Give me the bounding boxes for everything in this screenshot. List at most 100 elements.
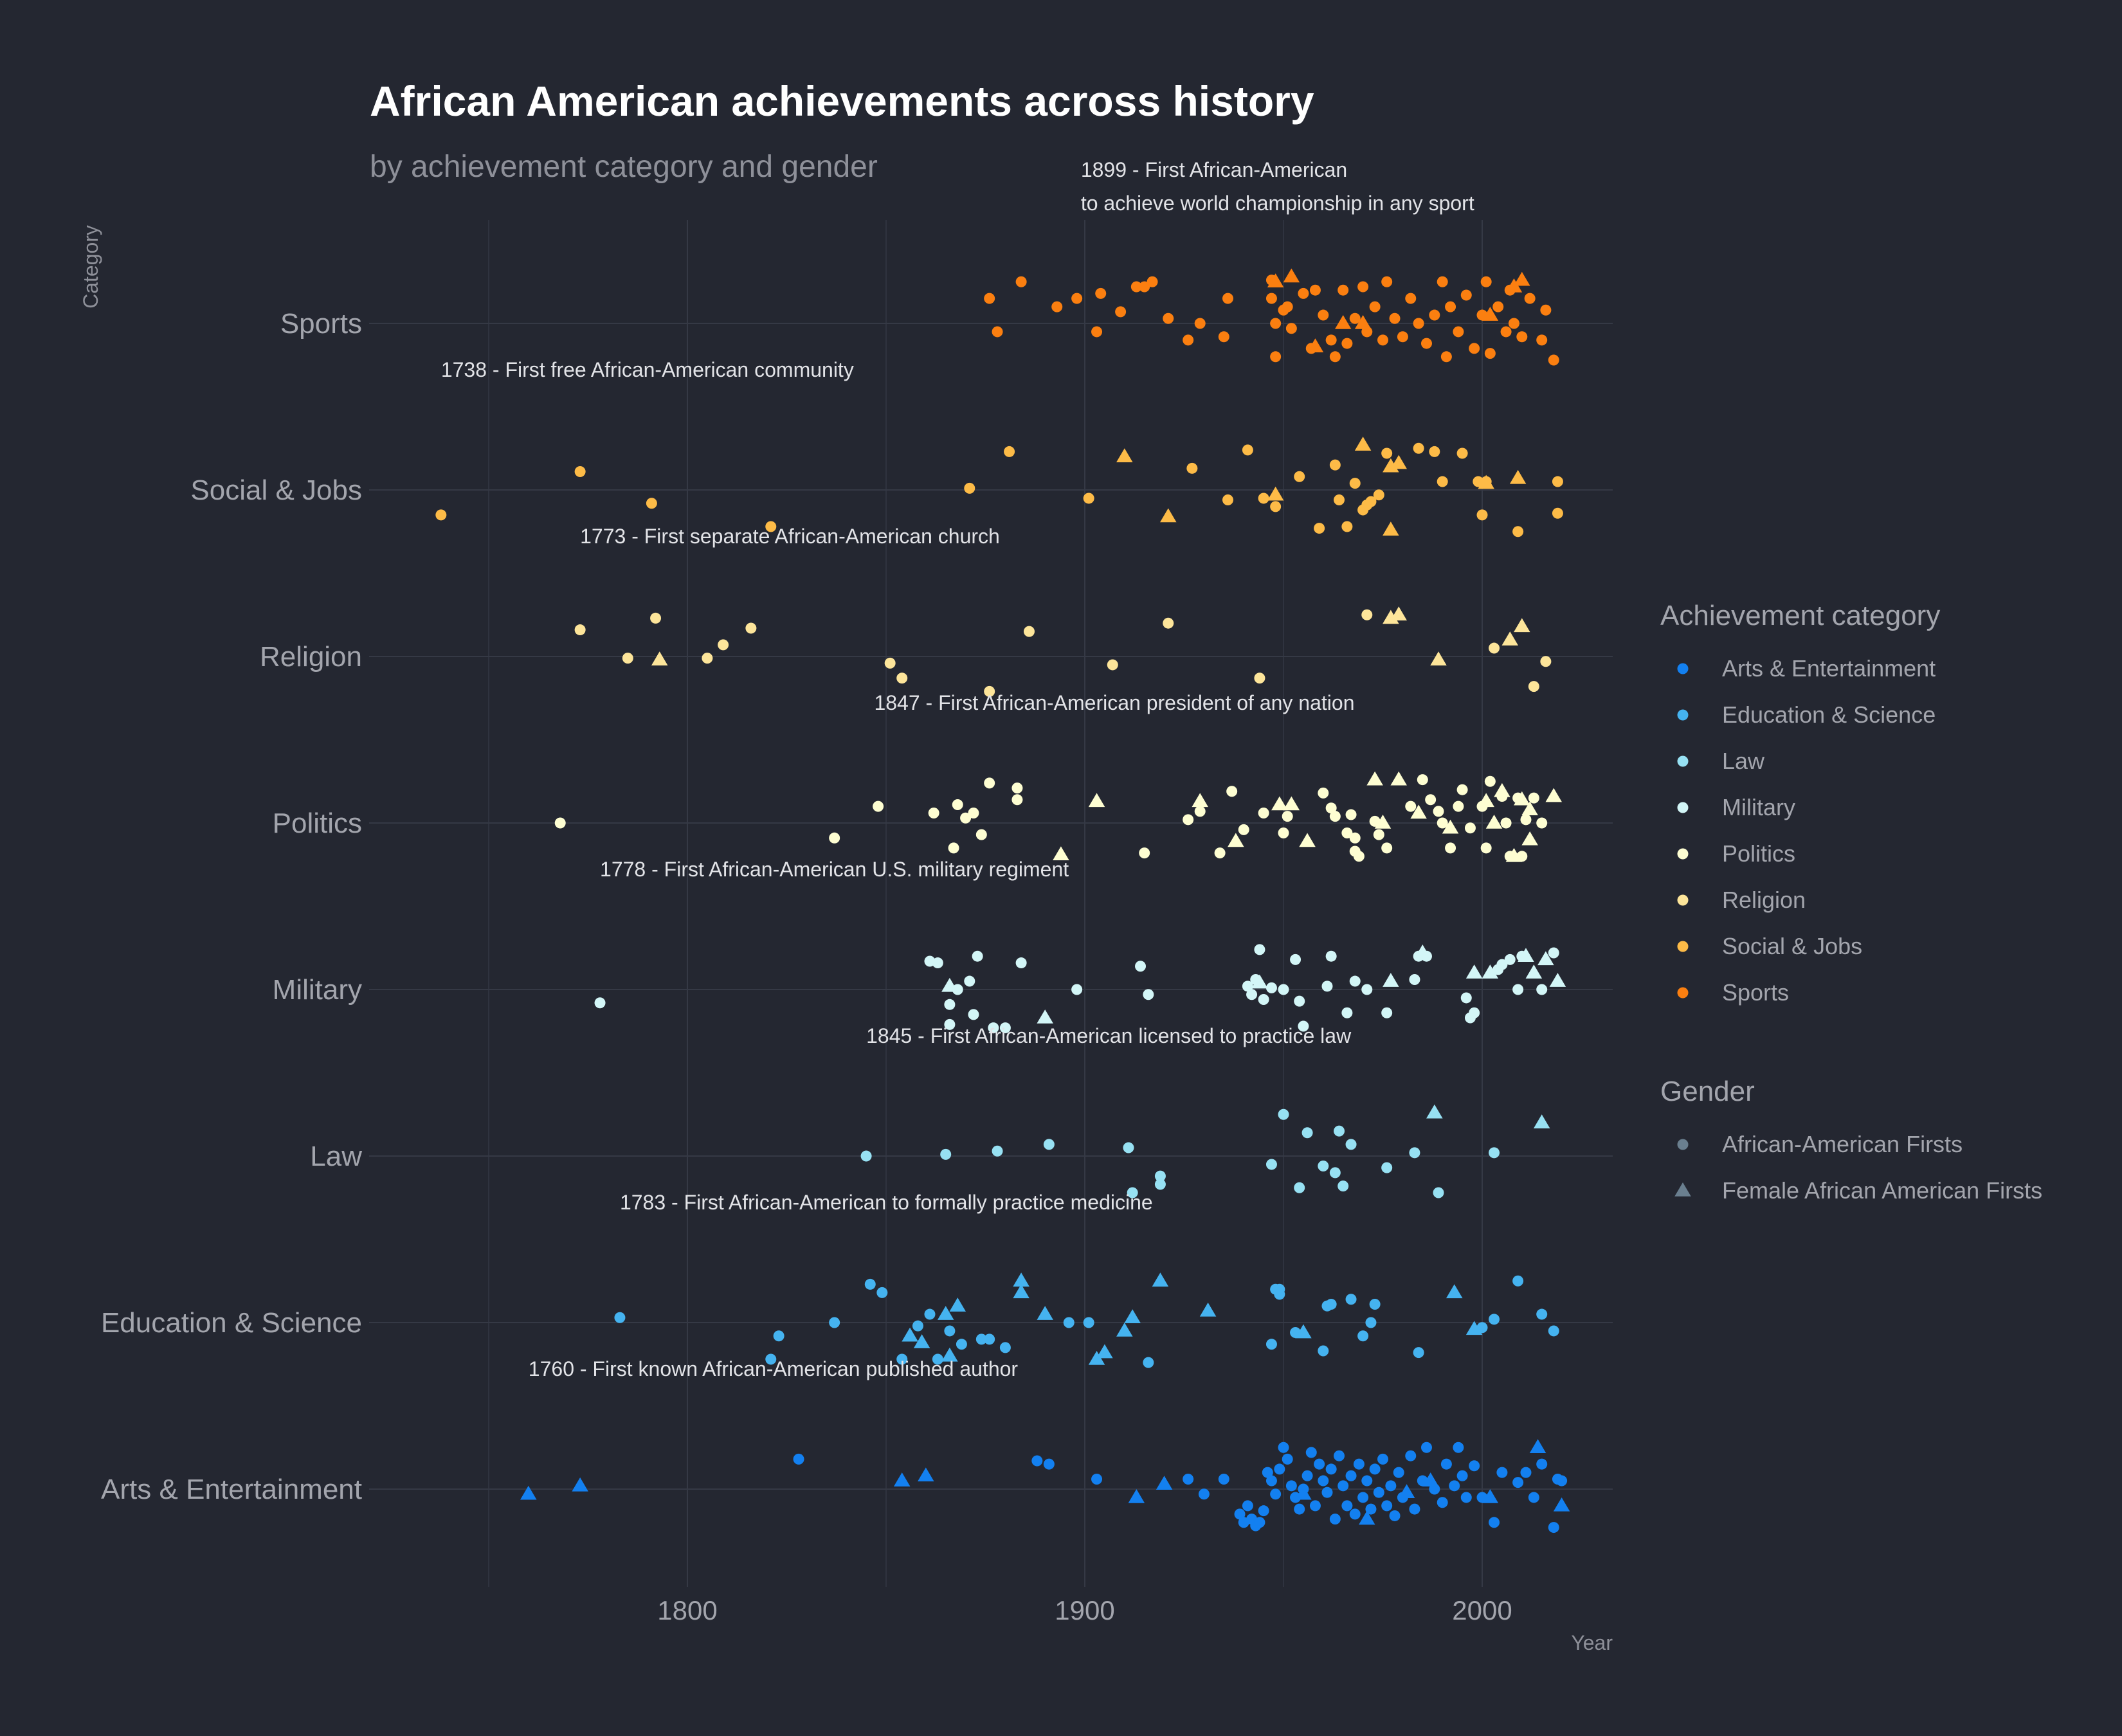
data-point-triangle	[1116, 1322, 1133, 1337]
data-point-circle	[1369, 1299, 1381, 1310]
data-point-circle	[1373, 489, 1384, 501]
data-point-circle	[956, 1339, 967, 1350]
data-point-circle	[1405, 1450, 1417, 1461]
data-point-circle	[1325, 1299, 1337, 1310]
data-point-circle	[975, 1334, 987, 1345]
data-point-triangle	[941, 1347, 958, 1362]
data-point-circle	[1139, 847, 1150, 859]
data-point-circle	[1270, 351, 1282, 363]
annotation-text: 1760 - First known African-American publ…	[529, 1357, 1019, 1380]
data-point-circle	[932, 1353, 943, 1365]
data-point-circle	[1445, 301, 1456, 312]
data-point-triangle	[1465, 964, 1483, 979]
data-point-triangle	[1283, 268, 1300, 283]
data-point-triangle	[1267, 273, 1284, 288]
data-point-circle	[1460, 289, 1472, 301]
legend: Achievement category Arts & Entertainment…	[1660, 600, 2042, 1204]
data-point-circle	[1484, 775, 1496, 787]
data-point-circle	[1437, 1497, 1448, 1508]
data-point-circle	[1226, 786, 1238, 797]
data-point-triangle	[1307, 338, 1324, 353]
data-point-triangle	[1374, 815, 1392, 829]
data-point-circle	[884, 657, 896, 669]
data-point-circle	[944, 999, 956, 1010]
series-sports	[984, 268, 1559, 366]
data-point-circle	[1357, 1330, 1369, 1342]
data-point-triangle	[1485, 815, 1503, 829]
x-tick-label: 2000	[1452, 1595, 1512, 1625]
data-point-circle	[1508, 318, 1519, 329]
data-point-circle	[1265, 1339, 1277, 1350]
data-point-circle	[1274, 1288, 1285, 1300]
data-point-circle	[1536, 1308, 1548, 1320]
data-point-circle	[829, 1317, 840, 1328]
data-point-circle	[1469, 1007, 1480, 1018]
data-point-circle	[924, 1308, 936, 1320]
data-point-circle	[1345, 809, 1357, 820]
data-point-triangle	[949, 1297, 966, 1312]
data-point-circle	[1460, 1492, 1472, 1503]
data-point-triangle	[1521, 801, 1538, 816]
y-tick-label: Religion	[260, 641, 362, 673]
data-point-circle	[1512, 526, 1524, 538]
data-point-circle	[574, 624, 586, 636]
data-point-circle	[1528, 681, 1539, 692]
data-point-circle	[1437, 476, 1448, 487]
legend-label-religion: Religion	[1722, 887, 1806, 913]
legend-key-military	[1677, 802, 1689, 813]
data-point-triangle	[1446, 1284, 1463, 1299]
data-point-circle	[1393, 1467, 1404, 1478]
data-point-circle	[1011, 794, 1023, 806]
data-point-triangle	[1283, 796, 1300, 811]
data-point-circle	[1325, 802, 1337, 814]
data-point-circle	[745, 622, 757, 634]
legend-label-arts-and-entertainment: Arts & Entertainment	[1722, 655, 1936, 682]
data-point-circle	[1373, 1487, 1384, 1498]
data-point-circle	[1469, 1460, 1480, 1472]
data-point-circle	[1476, 509, 1488, 521]
data-point-circle	[1349, 312, 1361, 324]
y-tick-label: Education & Science	[101, 1307, 362, 1339]
data-point-triangle	[1354, 315, 1372, 329]
data-point-circle	[1440, 351, 1452, 363]
data-point-circle	[1298, 1020, 1309, 1032]
data-point-circle	[1334, 1125, 1345, 1137]
y-tick-label: Law	[310, 1141, 362, 1172]
data-point-circle	[1460, 992, 1472, 1004]
legend-key-social-and-jobs	[1677, 941, 1689, 952]
data-point-circle	[1265, 1475, 1277, 1487]
data-point-circle	[718, 639, 729, 651]
data-point-circle	[1381, 276, 1393, 287]
data-point-circle	[1484, 348, 1496, 359]
data-point-triangle	[1096, 1344, 1113, 1359]
data-point-circle	[1357, 281, 1369, 293]
data-point-circle	[944, 1018, 956, 1030]
data-point-triangle	[1013, 1284, 1029, 1299]
data-point-circle	[960, 812, 972, 824]
legend-key-religion	[1677, 894, 1689, 906]
y-tick-label: Sports	[280, 308, 362, 339]
data-point-circle	[1238, 824, 1249, 835]
legend-label-female-african-american-firsts: Female African American Firsts	[1722, 1177, 2042, 1204]
data-point-circle	[1318, 309, 1329, 321]
data-point-triangle	[1228, 833, 1244, 847]
data-point-circle	[1318, 1475, 1329, 1487]
data-point-triangle	[1037, 1009, 1053, 1024]
data-point-circle	[1270, 501, 1282, 512]
data-point-triangle	[1390, 455, 1407, 469]
data-point-circle	[1127, 1187, 1138, 1198]
data-point-circle	[1536, 984, 1548, 995]
data-point-circle	[1504, 954, 1516, 965]
data-point-circle	[1265, 1159, 1277, 1170]
data-point-circle	[1341, 827, 1353, 839]
data-point-circle	[1345, 1139, 1357, 1150]
data-point-circle	[864, 1278, 876, 1290]
legend-key-education-and-science	[1677, 709, 1689, 721]
data-point-circle	[1305, 1447, 1317, 1458]
data-point-circle	[912, 1320, 923, 1332]
data-point-circle	[1242, 1500, 1253, 1512]
data-point-circle	[1357, 1492, 1369, 1503]
data-point-circle	[1198, 1488, 1210, 1500]
data-point-circle	[1453, 326, 1464, 338]
data-point-triangle	[1537, 951, 1554, 966]
